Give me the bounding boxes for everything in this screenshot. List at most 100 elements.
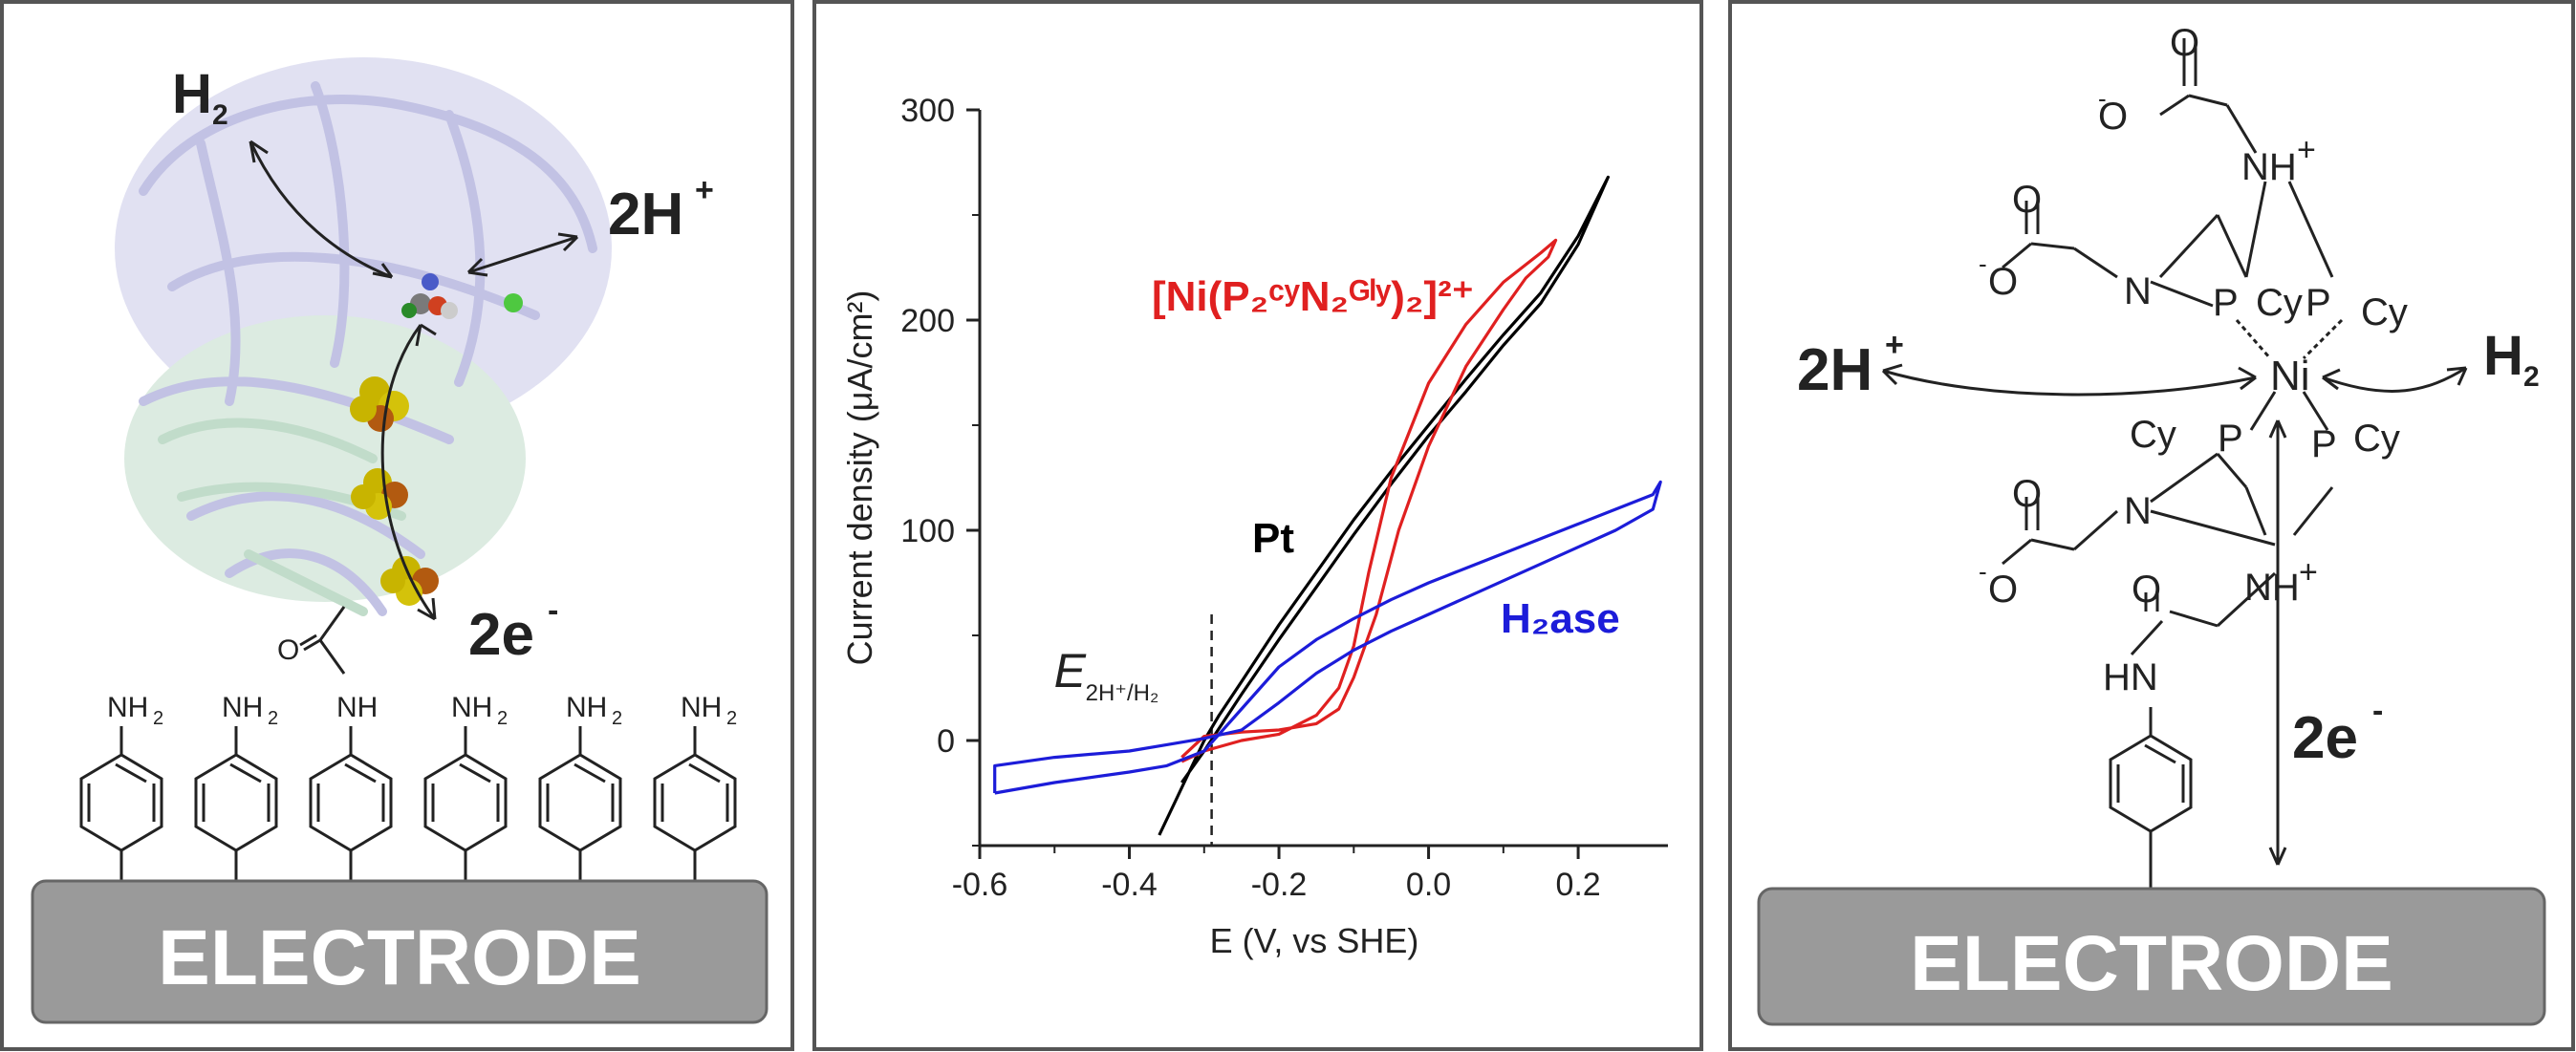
x-tick-label-0: -0.6 (952, 867, 1008, 903)
left-oxide-sup: - (1979, 249, 1987, 278)
amide-oxygen: O (2132, 569, 2161, 611)
left-panel: H 2 2H + 2e - O (0, 0, 794, 1051)
x-tick-label-2: -0.2 (1251, 867, 1308, 903)
proton-arrow (467, 235, 578, 274)
series-label-0: Pt (1252, 515, 1294, 562)
aniline-2 (194, 726, 278, 881)
h2-arrow-right (2322, 366, 2467, 393)
amine-4-sub: 2 (497, 708, 508, 729)
active-site-cluster (401, 273, 523, 319)
top-oxide-sup: - (2098, 84, 2107, 113)
protein-small-subunit (124, 315, 526, 602)
amine-1-sub: 2 (153, 708, 163, 729)
lower-p-right: P (2311, 423, 2337, 465)
right-electrons-sup: - (2372, 693, 2383, 729)
right-arrows (1881, 363, 2468, 866)
amine-labels: NH 2 NH 2 NH NH 2 NH 2 NH 2 (107, 692, 737, 729)
right-h2-label: H (2483, 325, 2523, 387)
amide-hn: HN (2103, 656, 2158, 698)
top-carbonyl-o: O (2170, 22, 2199, 64)
right-protons-label: 2H (1797, 337, 1872, 403)
upper-p-left: P (2213, 282, 2239, 324)
proton-arrow-right (1882, 369, 2257, 397)
y-tick-label-0: 0 (937, 723, 955, 760)
amine-6: NH (681, 692, 722, 723)
right-electrode (1757, 887, 2546, 1026)
aniline-4 (423, 726, 508, 881)
protons-superscript: + (695, 172, 714, 208)
electron-arrow (380, 324, 437, 620)
lower-ammonium-sup: + (2299, 554, 2318, 590)
electrons-superscript: - (548, 592, 558, 629)
lower-ammonium: NH (2244, 567, 2300, 609)
carbonyl-oxygen: O (277, 634, 299, 666)
middle-panel-frame (812, 0, 1703, 1051)
series-line-0 (1158, 175, 1610, 836)
right-electrons-label: 2e (2292, 705, 2358, 771)
left-electrode (31, 879, 768, 1024)
top-ammonium: NH (2241, 146, 2297, 188)
protein-ribbons (139, 81, 597, 616)
aniline-3 (309, 726, 393, 881)
series-line-1 (1180, 238, 1558, 763)
left-oxide: O (1988, 261, 2018, 303)
left-electrode-label: ELECTRODE (158, 914, 641, 1001)
amide-nh: NH (336, 692, 378, 723)
lower-cy-1: Cy (2130, 414, 2176, 456)
top-ammonium-sup: + (2297, 132, 2316, 168)
h2-label: H (172, 63, 212, 125)
equilibrium-potential-subscript: 2H⁺/H₂ (1086, 680, 1159, 706)
electrons-label: 2e (468, 602, 534, 668)
nickel-center: Ni (2270, 353, 2310, 399)
amine-5: NH (566, 692, 607, 723)
left-carbonyl-o: O (2012, 179, 2042, 221)
y-tick-label-1: 100 (900, 513, 955, 549)
amine-5-sub: 2 (612, 708, 622, 729)
right-electrode-label: ELECTRODE (1910, 920, 2393, 1007)
y-axis-label: Current density (μA/cm²) (840, 290, 879, 666)
right-protons-sup: + (1885, 327, 1904, 363)
left-arrows (249, 140, 579, 621)
x-axis-label: E (V, vs SHE) (1210, 921, 1419, 960)
middle-panel: 0 100 200 300 -0.6 -0.4 -0.2 0.0 0.2 E (V, vs SHE… (812, 0, 1703, 1051)
amine-1: NH (107, 692, 148, 723)
top-oxide: O (2098, 96, 2128, 138)
series-label-2: H₂ase (1501, 595, 1620, 642)
right-h2-sub: 2 (2523, 361, 2540, 393)
x-tick-label-3: 0.0 (1406, 867, 1451, 903)
aniline-6 (653, 726, 737, 881)
y-tick-label-3: 300 (900, 93, 955, 129)
lower-p-left: P (2218, 418, 2243, 460)
amine-6-sub: 2 (726, 708, 737, 729)
protons-label: 2H (608, 182, 683, 247)
complex-atom-labels: O O - NH + O O - N P Cy P Cy Ni Cy P P C… (1979, 22, 2408, 698)
x-tick-label-1: -0.4 (1101, 867, 1158, 903)
amide-linker (299, 606, 346, 675)
lower-carbonyl-o: O (2012, 473, 2042, 515)
aniline-5 (538, 726, 622, 881)
right-panel: O O - NH + O O - N P Cy P Cy Ni Cy P P C… (1728, 0, 2575, 1051)
upper-cy-2: Cy (2361, 291, 2408, 333)
h2-subscript: 2 (212, 99, 228, 131)
h2-arrow (249, 140, 393, 279)
series-label-1: [Ni(P₂ᶜʸN₂ᴳˡʸ)₂]²⁺ (1152, 273, 1474, 320)
lower-oxide-sup: - (1979, 557, 1987, 586)
amine-4: NH (451, 692, 492, 723)
x-tick-label-4: 0.2 (1555, 867, 1600, 903)
amine-2-sub: 2 (268, 708, 278, 729)
lower-cy-2: Cy (2353, 418, 2400, 460)
upper-cy-1: Cy (2256, 282, 2303, 324)
upper-p-right: P (2305, 282, 2331, 324)
y-tick-label-2: 200 (900, 303, 955, 339)
cyclic-voltammogram-chart: 0 100 200 300 -0.6 -0.4 -0.2 0.0 0.2 E (V, vs SHE… (840, 93, 1668, 960)
lower-oxide: O (1988, 569, 2018, 611)
hydrogenase-protein-illustration (115, 57, 612, 616)
nickel-complex-structure (2002, 38, 2344, 889)
series-line-2 (993, 480, 1662, 795)
aniline-layer (79, 726, 737, 881)
amine-2: NH (222, 692, 263, 723)
upper-nitrogen: N (2124, 270, 2152, 312)
equilibrium-potential-label: E (1054, 644, 1087, 698)
aniline-1 (79, 726, 163, 881)
